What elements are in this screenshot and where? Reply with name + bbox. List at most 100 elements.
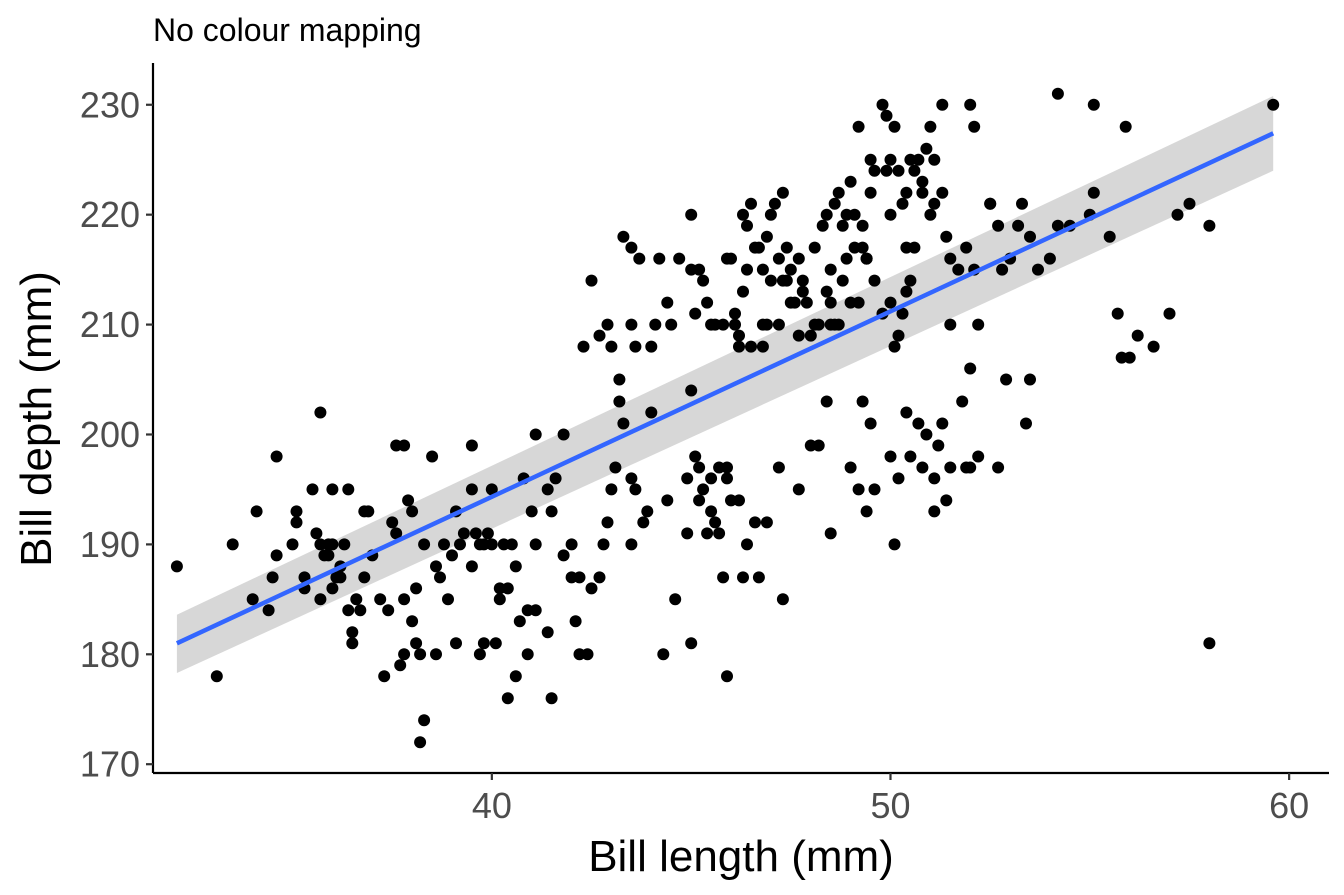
data-point	[346, 626, 359, 639]
data-point	[960, 461, 973, 474]
data-point	[944, 252, 957, 265]
data-point	[1087, 98, 1100, 111]
data-point	[896, 197, 909, 210]
data-point	[557, 428, 570, 441]
data-point	[952, 263, 965, 276]
data-point	[880, 164, 893, 177]
data-point	[374, 593, 387, 606]
y-tick-label: 210	[80, 304, 140, 345]
data-point	[796, 274, 809, 287]
data-point	[852, 120, 865, 133]
data-point	[394, 659, 407, 672]
data-point	[1203, 637, 1216, 650]
data-point	[326, 483, 339, 496]
data-point	[940, 230, 953, 243]
data-point	[609, 461, 622, 474]
data-point	[545, 505, 558, 518]
data-point	[693, 461, 706, 474]
data-point	[270, 450, 283, 463]
data-point	[314, 593, 327, 606]
data-point	[565, 538, 578, 551]
y-tick-label: 220	[80, 194, 140, 235]
data-point	[828, 197, 841, 210]
data-point	[884, 153, 897, 166]
data-point	[896, 307, 909, 320]
data-point	[788, 296, 801, 309]
data-point	[442, 593, 454, 606]
data-point	[892, 472, 905, 485]
data-point	[824, 318, 837, 331]
data-point	[669, 593, 682, 606]
data-point	[418, 714, 431, 727]
data-point	[1111, 307, 1124, 320]
data-point	[386, 516, 399, 529]
data-point	[928, 197, 941, 210]
data-point	[944, 318, 957, 331]
y-tick-label: 230	[80, 84, 140, 125]
data-point	[593, 329, 606, 342]
data-point	[469, 527, 482, 540]
data-point	[856, 219, 869, 232]
data-point	[585, 274, 598, 287]
data-point	[529, 538, 542, 551]
data-point	[649, 318, 662, 331]
data-point	[972, 318, 985, 331]
data-point	[613, 373, 626, 386]
data-point	[768, 197, 781, 210]
data-point	[836, 274, 849, 287]
data-point	[465, 483, 478, 496]
data-point	[450, 637, 462, 650]
data-point	[485, 538, 498, 551]
data-point	[681, 472, 694, 485]
data-point	[824, 296, 837, 309]
data-point	[689, 307, 702, 320]
data-point	[438, 538, 450, 551]
data-point	[593, 571, 606, 584]
data-point	[800, 296, 813, 309]
data-point	[633, 252, 646, 265]
data-point	[884, 296, 897, 309]
chart-title: No colour mapping	[153, 12, 422, 48]
data-point	[390, 527, 403, 540]
data-point	[549, 472, 562, 485]
data-point	[844, 461, 857, 474]
y-tick-label: 170	[80, 744, 140, 785]
data-point	[346, 637, 359, 650]
data-point	[430, 648, 442, 661]
data-point	[1183, 197, 1196, 210]
data-point	[812, 318, 825, 331]
data-point	[772, 461, 785, 474]
data-point	[928, 505, 941, 518]
data-point	[577, 340, 590, 353]
data-point	[326, 538, 339, 551]
data-point	[864, 153, 877, 166]
data-point	[856, 395, 869, 408]
data-point	[569, 615, 582, 628]
data-point	[992, 219, 1005, 232]
data-point	[729, 307, 741, 320]
data-point	[342, 604, 355, 617]
data-point	[737, 208, 749, 221]
data-point	[541, 626, 554, 639]
data-point	[457, 527, 470, 540]
data-point	[956, 395, 969, 408]
data-point	[454, 538, 466, 551]
data-point	[410, 637, 423, 650]
data-point	[1115, 351, 1128, 364]
data-point	[354, 604, 367, 617]
data-point	[250, 505, 263, 518]
data-point	[290, 516, 303, 529]
data-point	[892, 329, 905, 342]
data-point	[880, 109, 893, 122]
data-point	[776, 186, 789, 199]
data-point	[864, 417, 877, 430]
data-point	[322, 549, 335, 562]
data-point	[637, 516, 650, 529]
data-point	[916, 175, 929, 188]
data-point	[557, 549, 570, 562]
data-point	[685, 384, 698, 397]
data-point	[605, 483, 618, 496]
data-point	[772, 252, 785, 265]
data-point	[725, 494, 737, 507]
data-point	[996, 263, 1009, 276]
